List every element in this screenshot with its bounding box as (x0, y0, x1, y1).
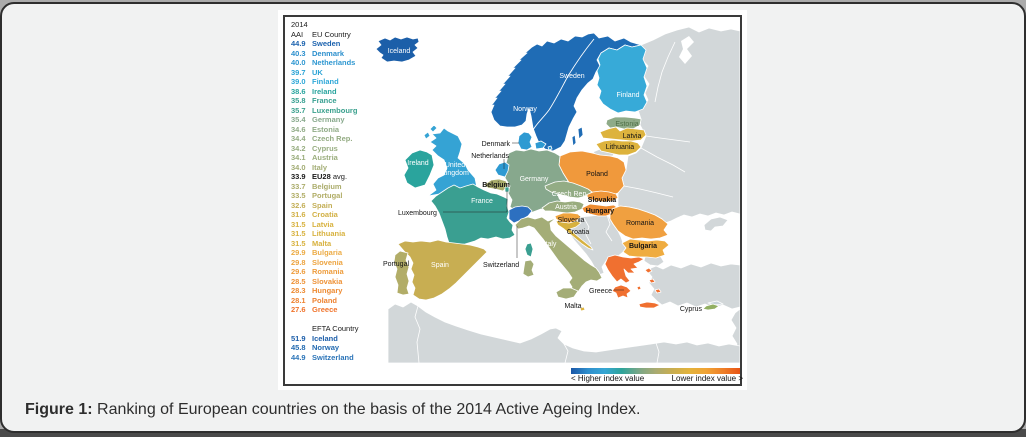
svg-text:Cyprus: Cyprus (680, 306, 703, 313)
svg-text:Switzerland: Switzerland (483, 262, 519, 269)
svg-text:Austria: Austria (555, 204, 577, 211)
svg-text:Denmark: Denmark (482, 141, 511, 148)
svg-text:France: France (471, 198, 493, 205)
svg-text:Slovenia: Slovenia (558, 217, 585, 224)
svg-text:Malta: Malta (564, 303, 581, 310)
svg-text:Greece: Greece (589, 288, 612, 295)
svg-text:Lithuania: Lithuania (606, 144, 635, 151)
svg-text:Bulgaria: Bulgaria (629, 243, 657, 250)
svg-text:United: United (445, 162, 465, 169)
svg-text:Luxembourg: Luxembourg (398, 210, 437, 217)
svg-text:Kingdom: Kingdom (441, 170, 469, 177)
svg-text:Romania: Romania (626, 220, 654, 227)
svg-text:Czech Rep.: Czech Rep. (552, 191, 589, 198)
svg-text:Iceland: Iceland (388, 48, 411, 55)
svg-text:Latvia: Latvia (623, 133, 642, 140)
svg-text:Estonia: Estonia (615, 121, 638, 128)
svg-text:Ireland: Ireland (407, 160, 429, 167)
svg-text:Hungary: Hungary (586, 208, 615, 215)
svg-text:Belgium: Belgium (482, 182, 510, 189)
svg-text:Portugal: Portugal (383, 261, 410, 268)
svg-text:Sweden: Sweden (559, 73, 584, 80)
svg-text:Finland: Finland (617, 92, 640, 99)
svg-text:Slovakia: Slovakia (588, 197, 617, 204)
svg-text:Italy: Italy (544, 241, 557, 248)
svg-text:Norway: Norway (513, 106, 537, 113)
svg-text:Germany: Germany (520, 176, 549, 183)
svg-text:Croatia: Croatia (567, 229, 590, 236)
svg-text:Poland: Poland (586, 171, 608, 178)
svg-text:Netherlands: Netherlands (471, 153, 509, 160)
svg-text:Spain: Spain (431, 262, 449, 269)
